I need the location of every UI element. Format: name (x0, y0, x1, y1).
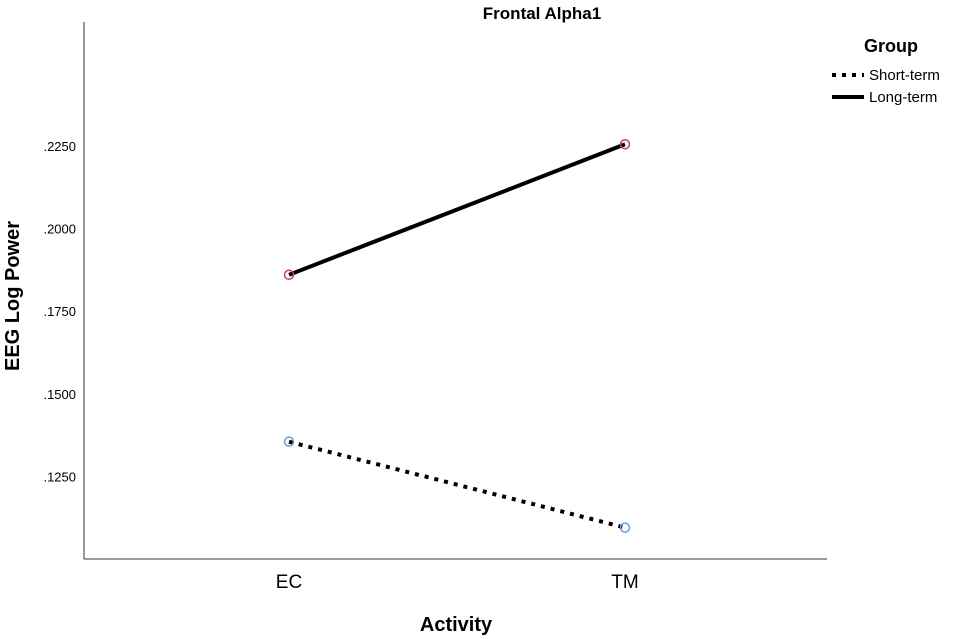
data-point (619, 139, 631, 150)
y-tick-label: .2250 (43, 139, 76, 154)
x-ticks: EC TM (276, 572, 639, 593)
legend-label: Short-term (869, 67, 940, 84)
legend: Group Short-term Long-term (832, 36, 940, 106)
legend-items: Short-term Long-term (832, 67, 940, 106)
y-ticks: .1250 .1500 .1750 .2000 .2250 (43, 139, 76, 484)
y-tick-label: .2000 (43, 222, 76, 237)
x-tick-label: TM (611, 572, 638, 593)
data-point (283, 436, 295, 447)
data-point (283, 269, 295, 281)
legend-label: Long-term (869, 89, 937, 106)
x-axis-title: Activity (420, 614, 493, 636)
series-line-short-term (288, 439, 626, 530)
chart-title: Frontal Alpha1 (483, 4, 601, 23)
x-tick-label: EC (276, 572, 302, 593)
y-tick-label: .1500 (43, 387, 76, 402)
legend-title: Group (864, 36, 918, 56)
y-axis-title: EEG Log Power (2, 221, 24, 371)
data-point (619, 522, 631, 533)
y-tick-label: .1750 (43, 304, 76, 319)
series-line-long-term (288, 142, 626, 277)
y-tick-label: .1250 (43, 469, 76, 484)
series-layer (283, 139, 631, 533)
